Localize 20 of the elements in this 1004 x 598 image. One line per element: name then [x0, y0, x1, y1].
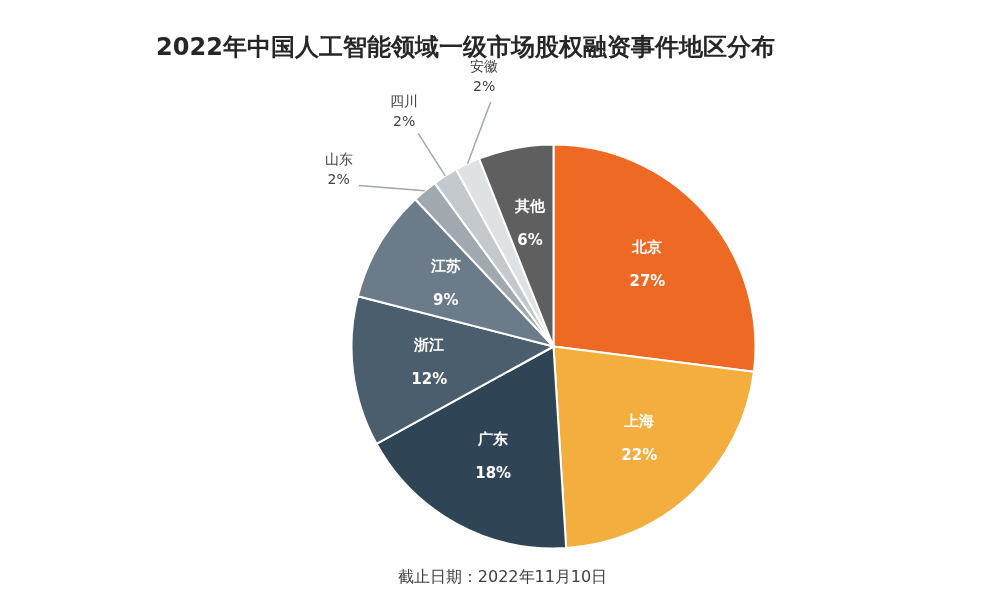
- data-label: 6%: [517, 231, 543, 250]
- data-label: 18%: [475, 464, 512, 483]
- slice-label: 北京: [631, 237, 663, 256]
- data-label: 22%: [621, 445, 658, 464]
- data-label: 2%: [327, 170, 350, 187]
- slice-label: 上海: [623, 411, 655, 430]
- data-label: 12%: [411, 370, 448, 389]
- data-label: 9%: [432, 290, 459, 309]
- data-label: 2%: [393, 113, 416, 130]
- slice-label: 安徽: [470, 58, 499, 75]
- slice-label: 江苏: [429, 256, 461, 275]
- slice-label: 广东: [477, 430, 509, 449]
- text: 截止日期：2022年11月10日: [397, 567, 608, 586]
- data-label: 2%: [473, 78, 496, 95]
- chart-title: 2022年中国人工智能领域一级市场股权融资事件地区分布: [156, 32, 775, 61]
- slice-label: 四川: [390, 93, 419, 110]
- slice-label: 浙江: [413, 336, 445, 355]
- slice-label: 其他: [514, 197, 547, 216]
- data-label: 27%: [629, 271, 666, 290]
- slice-label: 山东: [324, 150, 353, 167]
